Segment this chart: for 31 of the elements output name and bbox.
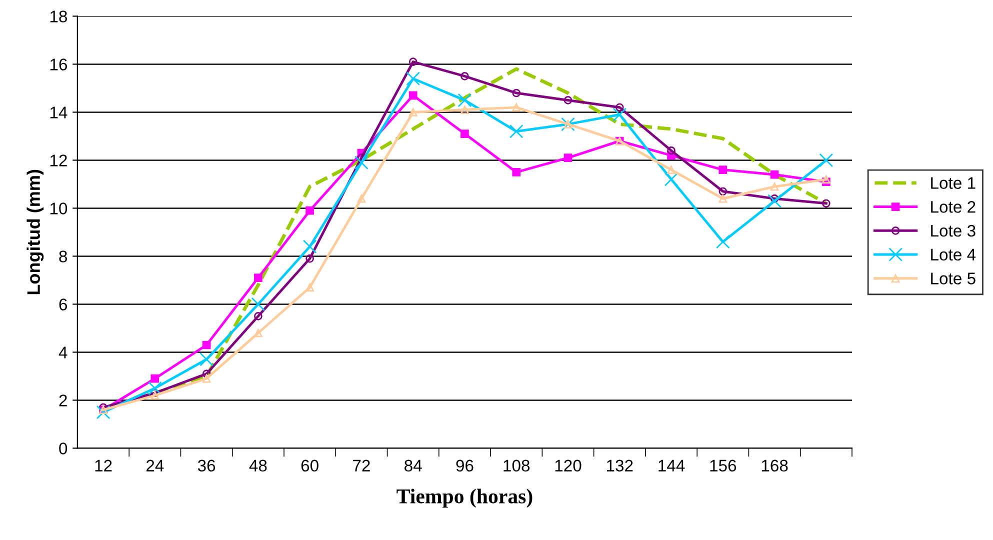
y-tick-label: 14: [50, 106, 68, 118]
x-tick-label: 144: [658, 460, 685, 472]
x-tick-label: 108: [504, 460, 530, 472]
x-tick-label: 72: [353, 460, 370, 472]
y-tick-label: 16: [50, 58, 67, 70]
legend-label: Lote 5: [931, 272, 976, 284]
y-tick-label: 10: [50, 202, 68, 214]
y-tick-label: 0: [59, 442, 68, 454]
x-axis-title: Tiempo (horas): [396, 488, 532, 508]
legend-label: Lote 2: [931, 201, 976, 213]
y-tick-label: 4: [58, 346, 68, 358]
x-tick-label: 24: [146, 460, 164, 472]
x-tick-label: 120: [555, 460, 582, 472]
x-tick-label: 132: [607, 460, 633, 472]
x-tick-label: 48: [249, 460, 267, 472]
x-tick-label: 96: [456, 460, 474, 472]
x-tick-label: 12: [95, 460, 112, 472]
legend-label: Lote 4: [931, 248, 976, 261]
legend-label: Lote 1: [931, 177, 976, 189]
x-tick-label: 84: [404, 460, 422, 472]
y-tick-label: 18: [50, 10, 68, 22]
y-tick-label: 2: [59, 394, 67, 406]
x-tick-label: 168: [762, 460, 788, 472]
y-tick-label: 8: [59, 250, 68, 262]
y-tick-label: 6: [59, 298, 67, 310]
x-tick-label: 36: [198, 460, 216, 472]
x-tick-label: 156: [710, 460, 736, 472]
y-axis-title: Longitud (mm): [26, 170, 44, 294]
legend-label: Lote 3: [931, 224, 976, 237]
y-tick-label: 12: [50, 154, 67, 166]
x-tick-label: 60: [301, 460, 318, 472]
